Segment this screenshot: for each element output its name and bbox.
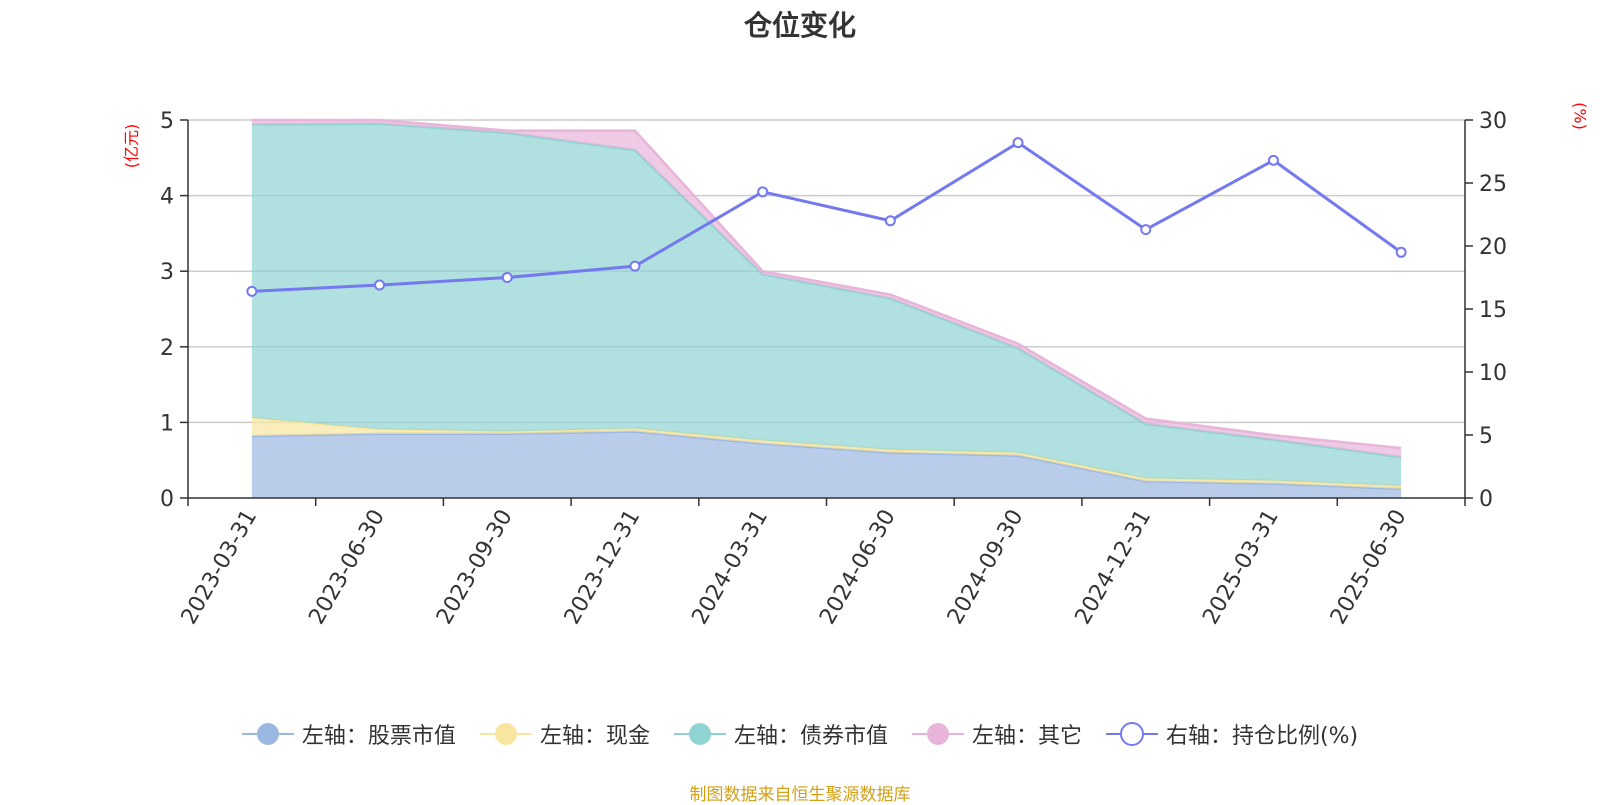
left-axis-tick-label: 0 bbox=[160, 487, 174, 512]
left-axis-tick-label: 2 bbox=[160, 336, 174, 361]
chart-title: 仓位变化 bbox=[743, 9, 856, 42]
area-左轴：股票市值 bbox=[251, 431, 1402, 498]
left-axis-tick-label: 1 bbox=[160, 411, 174, 436]
ratio-point[interactable] bbox=[1395, 246, 1407, 258]
legend-circle-icon bbox=[911, 723, 964, 745]
right-axis-tick-label: 5 bbox=[1479, 424, 1493, 449]
ratio-point[interactable] bbox=[884, 215, 896, 227]
left-axis-tick-label: 4 bbox=[160, 185, 174, 210]
legend-item[interactable]: 左轴：其它 bbox=[911, 718, 1082, 750]
data-source-note: 制图数据来自恒生聚源数据库 bbox=[689, 785, 911, 805]
ratio-point[interactable] bbox=[1140, 224, 1152, 236]
legend-label: 左轴：其它 bbox=[971, 724, 1082, 749]
legend-label: 左轴：现金 bbox=[539, 724, 650, 749]
x-axis-tick-label: 2024-12-31 bbox=[1071, 506, 1157, 629]
ratio-point[interactable] bbox=[1267, 154, 1279, 166]
x-axis-tick-label: 2023-09-30 bbox=[432, 506, 518, 629]
legend-circle-icon bbox=[479, 723, 532, 745]
area-edge-左轴：其它 bbox=[251, 118, 1402, 450]
ratio-line bbox=[251, 140, 1403, 293]
left-axis-tick-label: 5 bbox=[160, 109, 174, 134]
x-axis-tick-label: 2024-03-31 bbox=[687, 506, 773, 629]
x-axis-tick-label: 2024-09-30 bbox=[943, 506, 1029, 629]
legend-hollow-circle-icon bbox=[1105, 722, 1158, 746]
right-axis-tick-label: 20 bbox=[1479, 235, 1507, 260]
ratio-point[interactable] bbox=[501, 272, 513, 283]
ratio-point[interactable] bbox=[757, 186, 769, 198]
ratio-line-layer bbox=[246, 137, 1407, 297]
area-layer bbox=[251, 118, 1402, 498]
legend-item[interactable]: 左轴：现金 bbox=[479, 718, 650, 750]
right-axis-tick-label: 0 bbox=[1479, 487, 1493, 512]
x-axis-tick-label: 2025-06-30 bbox=[1326, 506, 1412, 629]
legend-label: 左轴：债券市值 bbox=[733, 724, 888, 749]
legend: 左轴：股票市值 左轴：现金 左轴：债券市值 左轴：其它 右轴：持仓比例(%) bbox=[0, 718, 1600, 750]
legend-label: 右轴：持仓比例(%) bbox=[1165, 724, 1359, 749]
right-axis-tick-label: 30 bbox=[1479, 109, 1507, 134]
right-axis-tick-label: 10 bbox=[1479, 361, 1507, 386]
ratio-point[interactable] bbox=[1012, 137, 1024, 149]
left-axis-tick-label: 3 bbox=[160, 260, 174, 285]
legend-circle-icon bbox=[673, 723, 726, 745]
x-axis-tick-label: 2023-12-31 bbox=[560, 506, 646, 629]
legend-item[interactable]: 左轴：债券市值 bbox=[673, 718, 888, 750]
ratio-point[interactable] bbox=[246, 285, 258, 297]
x-axis-tick-label: 2023-03-31 bbox=[177, 506, 263, 629]
x-axis-tick-label: 2025-03-31 bbox=[1198, 506, 1284, 629]
ratio-point[interactable] bbox=[629, 260, 641, 272]
legend-item[interactable]: 右轴：持仓比例(%) bbox=[1105, 718, 1359, 750]
legend-circle-icon bbox=[241, 723, 294, 745]
right-axis-tick-label: 15 bbox=[1479, 298, 1507, 323]
ratio-point[interactable] bbox=[374, 279, 386, 291]
right-axis-tick-label: 25 bbox=[1479, 172, 1507, 197]
legend-item[interactable]: 左轴：股票市值 bbox=[241, 718, 456, 750]
legend-label: 左轴：股票市值 bbox=[301, 724, 456, 749]
x-axis-tick-label: 2024-06-30 bbox=[815, 506, 901, 629]
x-axis-tick-label: 2023-06-30 bbox=[304, 506, 390, 629]
area-左轴：债券市值 bbox=[251, 123, 1402, 486]
